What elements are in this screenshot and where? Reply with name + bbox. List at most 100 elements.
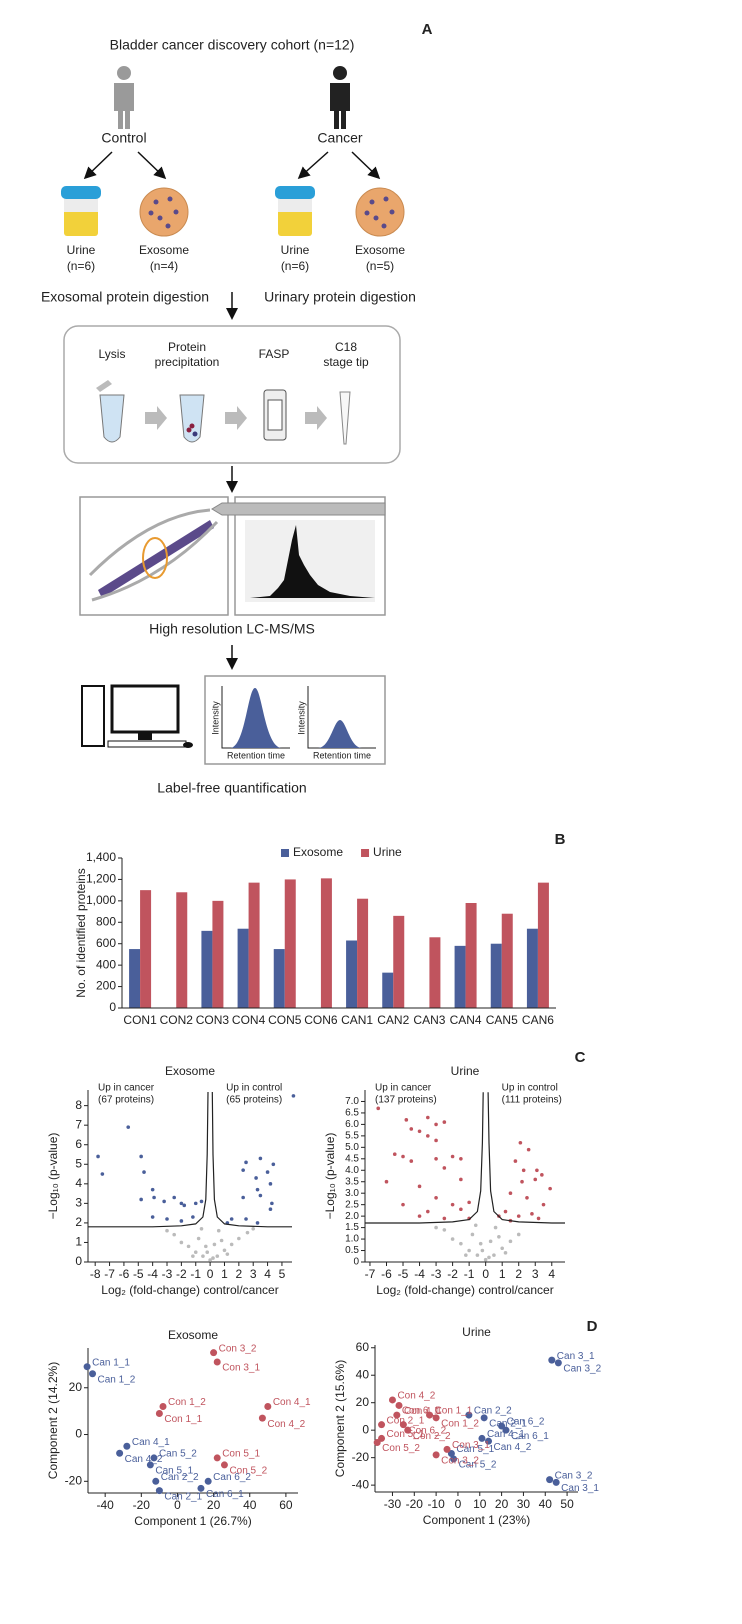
point: [126, 1125, 131, 1129]
point-label: Con 2_2: [413, 1431, 451, 1442]
point: [229, 1217, 234, 1221]
x-tick-label: -7: [104, 1267, 115, 1281]
point: [211, 1256, 215, 1260]
annotation: Up in control: [226, 1083, 282, 1094]
step-label: Protein: [168, 340, 206, 354]
point: [450, 1202, 455, 1207]
chart-title: Urine: [462, 1325, 491, 1339]
y-axis-label: No. of identified proteins: [74, 868, 88, 997]
y-tick-label: 1,000: [86, 893, 116, 907]
point: [442, 1166, 447, 1170]
step-label: precipitation: [155, 355, 220, 369]
point-label: Con 4_2: [397, 1391, 435, 1402]
x-tick-label: -30: [384, 1497, 402, 1511]
panel-a: A Bladder cancer discovery cohort (n=12)…: [41, 21, 433, 796]
point-label: Con 4_1: [404, 1406, 442, 1417]
point-label: Can 3_2: [555, 1470, 593, 1481]
point: [159, 1402, 167, 1410]
x-tick-label: 4: [548, 1267, 555, 1281]
legend-swatch: [361, 849, 370, 857]
y-tick-label: 800: [96, 914, 116, 928]
point: [258, 1414, 266, 1422]
x-tick-label: -8: [90, 1267, 101, 1281]
point: [210, 1349, 218, 1357]
point: [191, 1254, 195, 1258]
point: [89, 1370, 97, 1378]
x-tick-label: -6: [381, 1267, 392, 1281]
chart-title: Urine: [451, 1064, 480, 1078]
spectrum-box: [234, 496, 386, 616]
y-tick-label: 5: [75, 1156, 82, 1170]
point: [172, 1232, 176, 1237]
peak-y-label: Intensity: [296, 701, 306, 735]
y-tick-label: 4.5: [345, 1153, 359, 1164]
exosome: [139, 187, 189, 237]
point: [196, 1236, 201, 1241]
y-tick-label: 6: [75, 1137, 82, 1151]
point: [197, 1484, 205, 1492]
point: [139, 1154, 143, 1159]
point-label: Con 4_2: [267, 1419, 305, 1430]
legend-swatch: [281, 849, 289, 857]
bar: [429, 937, 441, 1008]
point-label: Can 5_2: [459, 1460, 497, 1471]
x-tick-label: -3: [162, 1267, 173, 1281]
point-label: Can 2_1: [164, 1491, 202, 1502]
bar: [248, 882, 260, 1008]
x-tick-label: 50: [560, 1497, 574, 1511]
x-tick-label: CON5: [268, 1013, 302, 1027]
annotation: (65 proteins): [226, 1095, 282, 1106]
x-tick-label: 1: [221, 1267, 228, 1281]
point: [225, 1252, 230, 1256]
y-tick-label: -20: [65, 1473, 83, 1487]
sample-name: Exosome: [355, 243, 405, 257]
point: [497, 1234, 501, 1239]
annotation: Up in cancer: [375, 1083, 432, 1094]
point: [388, 1396, 396, 1404]
point: [222, 1248, 227, 1253]
point: [268, 1207, 273, 1212]
point: [450, 1237, 455, 1241]
point: [459, 1177, 463, 1182]
x-tick-label: -3: [431, 1267, 442, 1281]
x-tick-label: CON3: [196, 1013, 230, 1027]
point: [526, 1147, 531, 1152]
point: [237, 1236, 241, 1241]
point: [443, 1445, 451, 1453]
x-tick-label: -1: [190, 1267, 201, 1281]
bar: [129, 949, 141, 1008]
point: [215, 1254, 220, 1258]
x-tick-label: CAN4: [450, 1013, 482, 1027]
point-label: Con 3_2: [441, 1456, 479, 1467]
point: [179, 1240, 184, 1245]
point: [508, 1239, 513, 1244]
sample-n: (n=6): [281, 259, 309, 273]
x-tick-label: -5: [133, 1267, 144, 1281]
x-tick-label: 0: [455, 1497, 462, 1511]
point: [554, 1359, 562, 1367]
y-tick-label: -20: [352, 1450, 370, 1464]
point: [208, 1258, 212, 1262]
bar: [537, 882, 549, 1008]
lcms-label: High resolution LC-MS/MS: [149, 621, 315, 637]
point: [434, 1122, 438, 1127]
point: [291, 1094, 296, 1098]
y-tick-label: 2: [75, 1215, 82, 1229]
y-axis-label: Component 2 (15.6%): [333, 1360, 347, 1477]
point-label: Can 1_1: [92, 1357, 130, 1368]
point: [540, 1173, 544, 1177]
point: [434, 1138, 438, 1143]
y-tick-label: 3.5: [345, 1176, 359, 1187]
step-label: Lysis: [99, 347, 126, 361]
person-control: [114, 66, 134, 129]
point: [213, 1358, 221, 1366]
point: [475, 1253, 480, 1257]
bar: [393, 915, 405, 1008]
point: [165, 1217, 169, 1221]
point-label: Can 5_1: [155, 1466, 193, 1477]
exosome: [355, 187, 405, 237]
point: [123, 1442, 131, 1450]
bar: [176, 892, 188, 1008]
digestion-label: Urinary protein digestion: [264, 289, 416, 305]
x-tick-label: -40: [96, 1498, 114, 1512]
